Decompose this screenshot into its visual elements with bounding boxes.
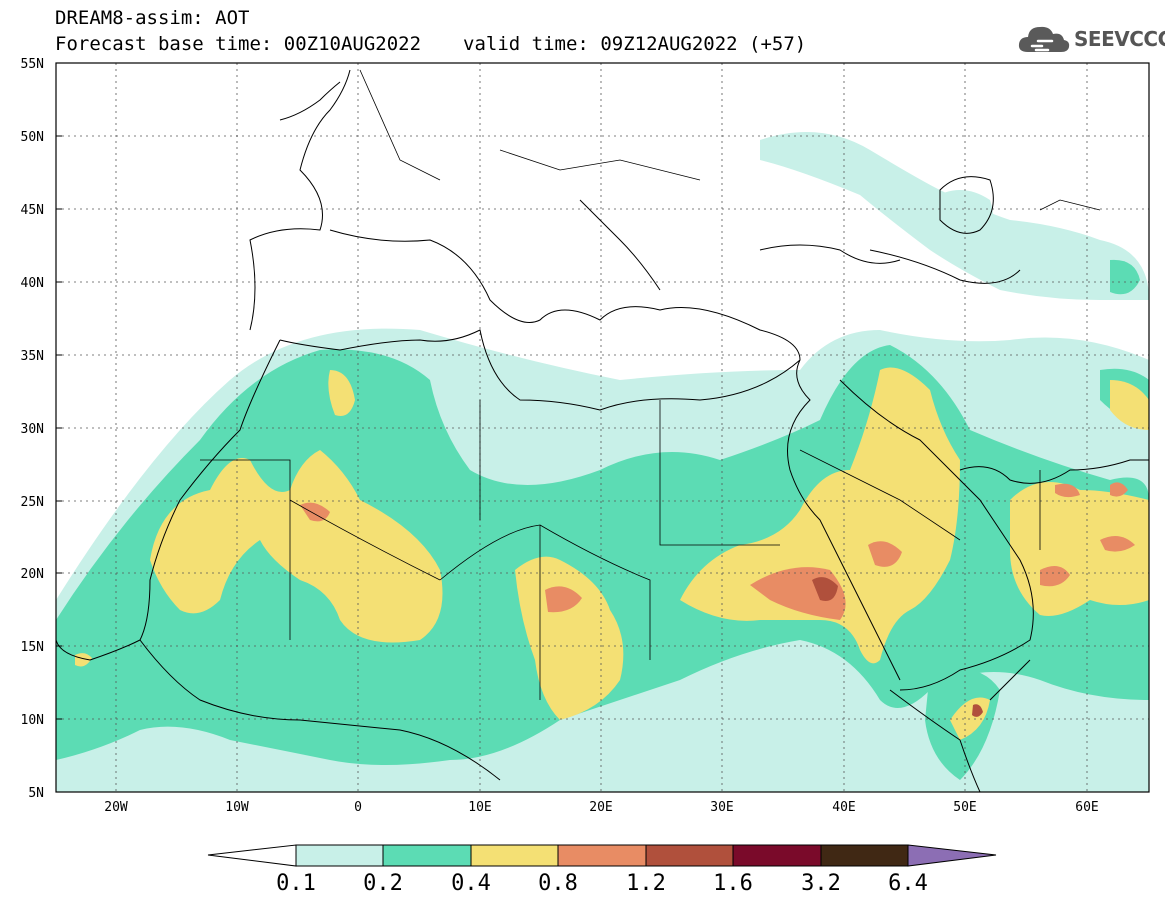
lon-label: 0 [354,800,362,815]
colorbar-label: 0.2 [363,871,403,896]
colorbar-label: 0.4 [451,871,491,896]
lon-label: 20W [104,800,128,815]
base-time-label: Forecast base time: 00Z10AUG2022 [55,33,422,55]
lat-label: 55N [21,57,44,72]
lat-label: 5N [28,786,44,801]
colorbar-label: 3.2 [801,871,841,896]
lat-label: 15N [21,640,44,655]
map-title: DREAM8-assim: AOT [55,7,250,29]
cloud-icon [1018,26,1070,52]
lat-labels: 5N 10N 15N 20N 25N 30N 35N 40N 45N 50N 5… [21,57,44,801]
coastlines [56,69,1149,792]
lon-label: 60E [1075,800,1098,815]
lon-label: 10W [225,800,249,815]
lat-label: 40N [21,276,44,291]
lat-label: 20N [21,567,44,582]
colorbar-segment [295,844,384,867]
colorbar-low-arrow [207,844,297,867]
time-info: Forecast base time: 00Z10AUG2022 valid ti… [55,33,806,55]
lat-label: 35N [21,349,44,364]
colorbar-label: 1.6 [713,871,753,896]
colorbar-segment [382,844,472,867]
colorbar-label: 1.2 [626,871,666,896]
lon-labels: 20W 10W 0 10E 20E 30E 40E 50E 60E [104,800,1098,815]
colorbar [207,844,997,867]
colorbar-segment [470,844,559,867]
colorbar-segment [557,844,647,867]
aot-0.4-field [75,367,1149,740]
colorbar-label: 6.4 [888,871,928,896]
lon-label: 10E [468,800,491,815]
lat-label: 30N [21,422,44,437]
lon-label: 40E [832,800,855,815]
colorbar-segment [645,844,734,867]
lat-label: 50N [21,130,44,145]
country-borders [200,69,1101,700]
lat-label: 25N [21,495,44,510]
logo-text: SEEVCCC [1074,27,1165,51]
colorbar-high-arrow [907,844,997,867]
lat-label: 45N [21,203,44,218]
graticule [56,63,1149,792]
lon-label: 30E [710,800,733,815]
lat-label: 10N [21,713,44,728]
seevccc-logo: SEEVCCC [1018,22,1165,56]
lon-label: 20E [589,800,612,815]
colorbar-label: 0.1 [276,871,316,896]
lon-label: 50E [953,800,976,815]
lat-ticks [56,62,62,793]
valid-time-label: valid time: 09Z12AUG2022 (+57) [463,33,807,55]
colorbar-labels: 0.1 0.2 0.4 0.8 1.2 1.6 3.2 6.4 [276,871,928,896]
colorbar-segment [732,844,822,867]
aot-1.2-field [812,577,983,717]
colorbar-label: 0.8 [538,871,578,896]
colorbar-segment [820,844,909,867]
